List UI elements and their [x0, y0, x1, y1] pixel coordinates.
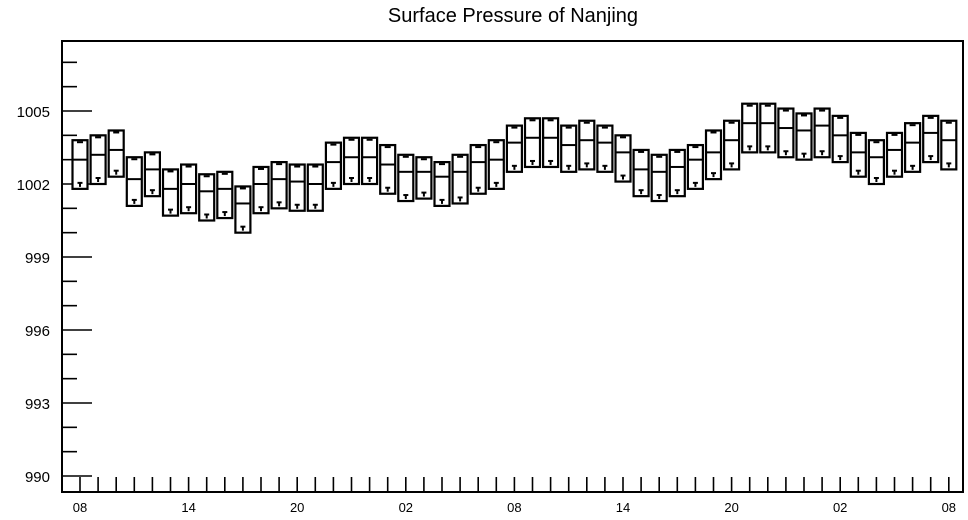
chart-title: Surface Pressure of Nanjing [388, 5, 638, 27]
box [560, 124, 578, 173]
box [777, 107, 795, 159]
box [415, 156, 433, 200]
box [922, 114, 940, 164]
box [541, 117, 560, 169]
y-tick-label: 1005 [17, 104, 50, 121]
box [704, 129, 723, 181]
y-tick-label: 1002 [17, 177, 50, 194]
x-tick-label: 02 [399, 500, 413, 515]
box [397, 153, 415, 203]
x-tick-label: 08 [73, 500, 87, 515]
box [198, 173, 216, 222]
box [234, 185, 252, 234]
x-tick-label: 20 [724, 500, 738, 515]
box [722, 119, 741, 171]
x-axis: 08 14 20 02 08 14 20 02 08 [73, 477, 956, 515]
y-tick-label: 999 [25, 250, 50, 267]
box [469, 143, 487, 195]
box [216, 170, 234, 220]
box [632, 148, 650, 198]
box [903, 122, 922, 173]
x-tick-label: 08 [942, 500, 956, 515]
box [379, 143, 397, 195]
x-tick-label: 14 [616, 500, 630, 515]
box [596, 124, 614, 173]
box [487, 139, 505, 190]
box [324, 141, 342, 190]
box [252, 165, 270, 215]
box [686, 143, 705, 190]
box [668, 148, 686, 198]
y-tick-label: 990 [25, 469, 50, 486]
boxes-layer [71, 102, 958, 234]
box [505, 124, 523, 173]
box [107, 129, 125, 178]
box [125, 156, 143, 208]
box [614, 134, 632, 183]
box [849, 131, 867, 178]
box [578, 119, 596, 171]
box [523, 117, 542, 169]
box [795, 112, 813, 161]
box [940, 119, 958, 171]
box [288, 163, 306, 212]
box [270, 161, 288, 210]
box [180, 163, 198, 215]
box [71, 139, 89, 190]
y-tick-label: 993 [25, 396, 50, 413]
y-axis: 990 993 996 999 1002 1005 [17, 61, 92, 486]
box [161, 168, 180, 217]
box [89, 134, 107, 186]
box [831, 114, 849, 164]
box [867, 139, 886, 186]
x-tick-label: 02 [833, 500, 847, 515]
box [885, 131, 904, 178]
plot-frame [61, 40, 964, 493]
x-tick-label: 14 [181, 500, 195, 515]
box [650, 153, 668, 203]
box [451, 153, 469, 205]
box [759, 102, 777, 154]
box [342, 136, 361, 186]
y-tick-label: 996 [25, 323, 50, 340]
x-tick-label: 20 [290, 500, 304, 515]
box [143, 151, 161, 198]
box [813, 107, 831, 159]
box [433, 161, 451, 208]
box [741, 102, 759, 154]
box [306, 163, 324, 212]
x-tick-label: 08 [507, 500, 521, 515]
box [361, 136, 379, 186]
